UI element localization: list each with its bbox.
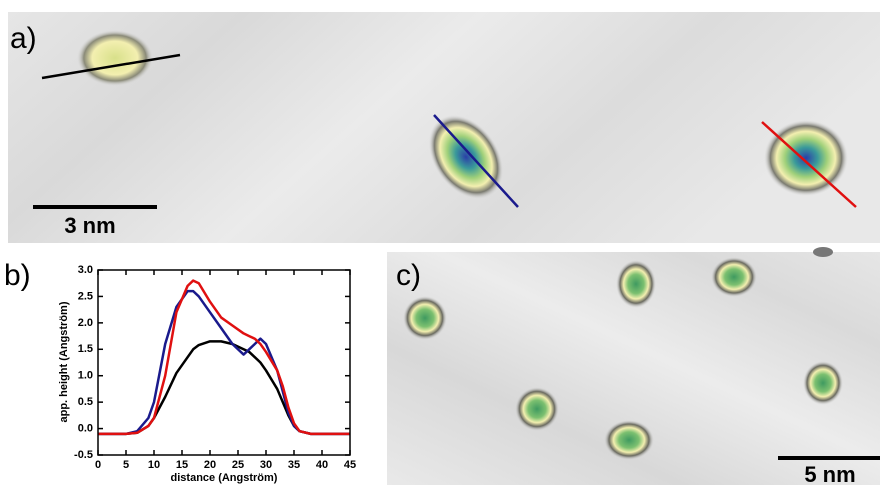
adsorbate	[604, 420, 654, 460]
x-tick-label: 20	[204, 459, 216, 471]
data-line	[98, 289, 350, 436]
adsorbate	[616, 260, 656, 308]
adsorbate	[77, 30, 153, 86]
adsorbate	[403, 296, 447, 340]
panel-label: b)	[4, 259, 31, 292]
y-tick-label: 3.0	[78, 264, 93, 276]
x-tick-label: 30	[260, 459, 272, 471]
x-tick-label: 15	[176, 459, 188, 471]
y-tick-label: 2.5	[78, 290, 93, 302]
x-tick-label: 25	[232, 459, 244, 471]
panel-label: a)	[10, 22, 37, 55]
y-tick-label: 0.5	[78, 396, 93, 408]
y-tick-label: 1.0	[78, 370, 93, 382]
adsorbate	[711, 257, 757, 297]
x-tick-label: 10	[148, 459, 160, 471]
plot-frame	[97, 269, 351, 456]
x-tick-label: 35	[288, 459, 300, 471]
x-tick-label: 5	[123, 459, 129, 471]
adsorbate	[803, 361, 843, 405]
x-tick-label: 0	[95, 459, 101, 471]
adsorbate	[428, 115, 504, 199]
plot-background	[98, 270, 350, 455]
y-tick-label: 0.0	[78, 422, 93, 434]
adsorbate	[515, 387, 559, 431]
y-tick-label: -0.5	[74, 449, 93, 461]
adsorbate	[813, 247, 833, 257]
y-tick-label: 1.5	[78, 343, 93, 355]
y-tick-label: 2.0	[78, 317, 93, 329]
x-tick-label: 40	[316, 459, 328, 471]
panel-label: c)	[396, 259, 421, 292]
adsorbate	[764, 120, 848, 196]
scale-bar-label: 3 nm	[64, 213, 115, 238]
scale-bar-label: 5 nm	[804, 462, 855, 487]
data-line	[98, 279, 350, 436]
line-cut	[433, 114, 519, 208]
line-cut	[761, 121, 857, 208]
x-tick-label: 45	[344, 459, 356, 471]
x-axis-label: distance (Angström)	[171, 472, 278, 484]
line-cut	[41, 53, 181, 80]
y-axis-label: app. height (Angström)	[58, 301, 70, 422]
